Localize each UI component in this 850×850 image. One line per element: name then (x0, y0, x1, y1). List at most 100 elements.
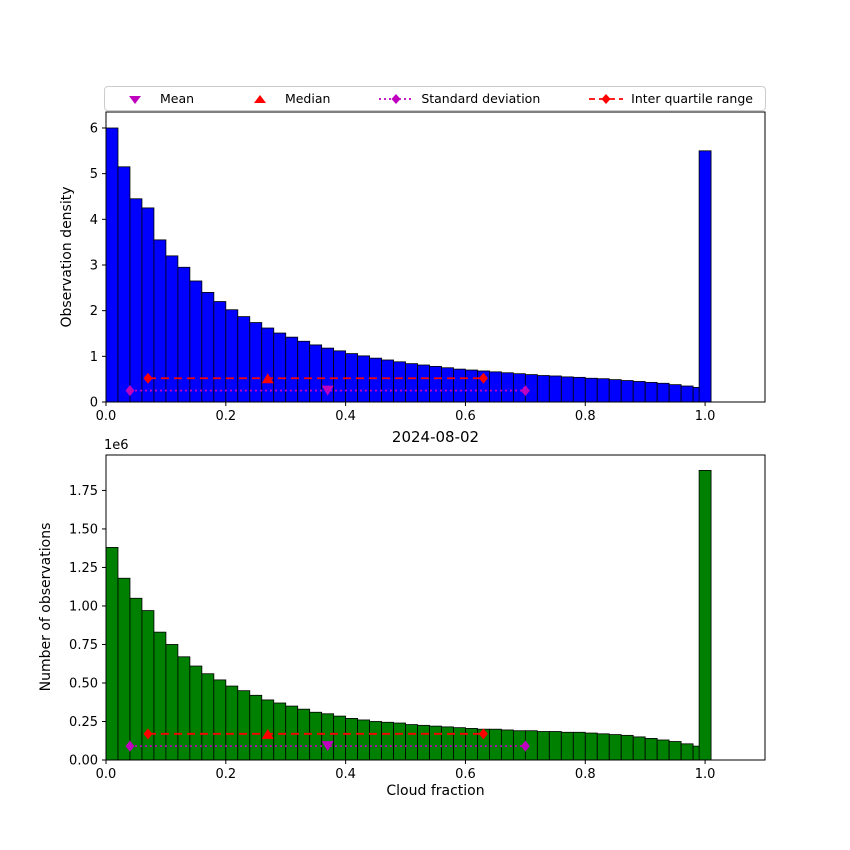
histogram-bar (465, 369, 478, 403)
histogram-bar (596, 733, 610, 761)
diamond-dotted-line-icon (379, 93, 414, 104)
axes-frame (105, 111, 766, 403)
histogram-bar (536, 731, 550, 761)
histogram-bar (536, 375, 550, 403)
iqr-end-marker (143, 728, 153, 740)
histogram-bar (201, 291, 215, 403)
histogram-bar (417, 364, 430, 403)
histogram-bar (429, 365, 442, 403)
legend-item-median: Median (242, 91, 330, 106)
histogram-bar (201, 673, 215, 761)
y-tick-label: 3 (90, 258, 98, 273)
histogram-spike-bar (698, 150, 712, 403)
histogram-bar (548, 731, 562, 761)
iqr-end-marker (478, 372, 488, 384)
x-tick-label: 0.6 (455, 767, 476, 782)
y-tick-label: 5 (90, 167, 98, 182)
x-tick-label: 0.8 (575, 767, 596, 782)
histogram-bar (381, 359, 394, 403)
histogram-bar (584, 732, 598, 761)
x-tick-label: 0.0 (96, 767, 117, 782)
x-tick-label: 0.4 (335, 767, 356, 782)
histogram-bar (489, 371, 502, 403)
histogram-bar (656, 739, 670, 761)
y-tick-label: 1.75 (69, 484, 98, 499)
x-tick-label: 0.2 (215, 767, 236, 782)
histogram-bar (680, 743, 694, 761)
histogram-bar (333, 350, 347, 403)
x-tick-label: 0.8 (575, 409, 596, 424)
histogram-bar (644, 381, 658, 403)
iqr-end-marker (143, 372, 153, 384)
triangle-up-icon (253, 94, 266, 103)
legend-item-mean: Mean (117, 91, 194, 106)
x-tick-label: 0.6 (455, 409, 476, 424)
histogram-bar (189, 280, 203, 403)
histogram-bar (381, 721, 394, 761)
legend-label-median: Median (284, 91, 331, 106)
legend: Mean Median Standard deviation Inter qua… (104, 86, 766, 111)
histogram-bar (620, 380, 634, 403)
histogram-bar (297, 340, 311, 403)
legend-label-inter-quartile-range: Inter quartile range (631, 91, 753, 106)
histogram-bar (608, 734, 622, 761)
x-tick-label: 0.0 (96, 409, 117, 424)
histogram-bar (608, 379, 622, 403)
bottom-y-axis-label: Number of observations (38, 522, 54, 692)
histogram-bar (369, 721, 382, 761)
y-tick-label: 0.75 (69, 638, 98, 653)
y-tick-label: 1.50 (69, 522, 98, 537)
histogram-bar (489, 728, 502, 761)
legend-label-standard-deviation: Standard deviation (421, 91, 541, 106)
histogram-bar (668, 384, 682, 403)
histogram-bar (441, 726, 454, 761)
histogram-bar (309, 344, 323, 403)
histogram-bar (453, 727, 466, 761)
axes-frame (105, 454, 766, 761)
histogram-bar (596, 378, 610, 403)
histogram-bar (572, 731, 586, 761)
std-deviation-end-marker (125, 385, 135, 397)
std-deviation-end-marker (520, 740, 530, 752)
histogram-bar (333, 715, 347, 761)
histogram-bar (225, 685, 239, 761)
histogram-bar (357, 719, 371, 761)
histogram-bar (644, 738, 658, 761)
histogram-bar (500, 372, 514, 403)
histogram-bar (429, 725, 442, 761)
histogram-bar (165, 255, 179, 403)
histogram-bar (441, 367, 454, 403)
y-tick-label: 1 (90, 350, 98, 365)
top-y-axis-label: Observation density (59, 186, 75, 328)
histogram-bar (237, 690, 251, 761)
histogram-bar (213, 679, 227, 761)
x-tick-label: 0.2 (215, 409, 236, 424)
histogram-bar (117, 166, 131, 403)
histogram-bar (309, 711, 323, 761)
histogram-bar (405, 724, 418, 761)
histogram-bar (129, 198, 143, 403)
histogram-bar (273, 332, 287, 403)
y-tick-label: 1.25 (69, 561, 98, 576)
histogram-bar (632, 736, 646, 761)
histogram-bar (560, 376, 574, 403)
histogram-bar (632, 381, 646, 403)
std-deviation-end-marker (520, 385, 530, 397)
histogram-bar (237, 316, 251, 403)
y-tick-label: 0.50 (69, 676, 98, 691)
histogram-bar (548, 375, 562, 403)
chart-title: 2024-08-02 (391, 428, 480, 446)
y-tick-label: 4 (90, 213, 98, 228)
y-tick-label: 6 (90, 121, 98, 136)
std-deviation-end-marker (125, 740, 135, 752)
diamond-dashed-line-icon (589, 93, 624, 104)
histogram-bar (105, 547, 119, 761)
observation-density-histogram: 0.0 0.2 0.4 0.6 0.8 1.0 0 1 2 3 4 5 6 (90, 111, 766, 424)
histogram-spike-bar (698, 470, 712, 761)
histogram-bar (273, 702, 287, 761)
histogram-bar (369, 357, 382, 403)
histogram-bar (560, 731, 574, 761)
histogram-bar (177, 656, 191, 761)
histogram-bar (165, 644, 179, 761)
